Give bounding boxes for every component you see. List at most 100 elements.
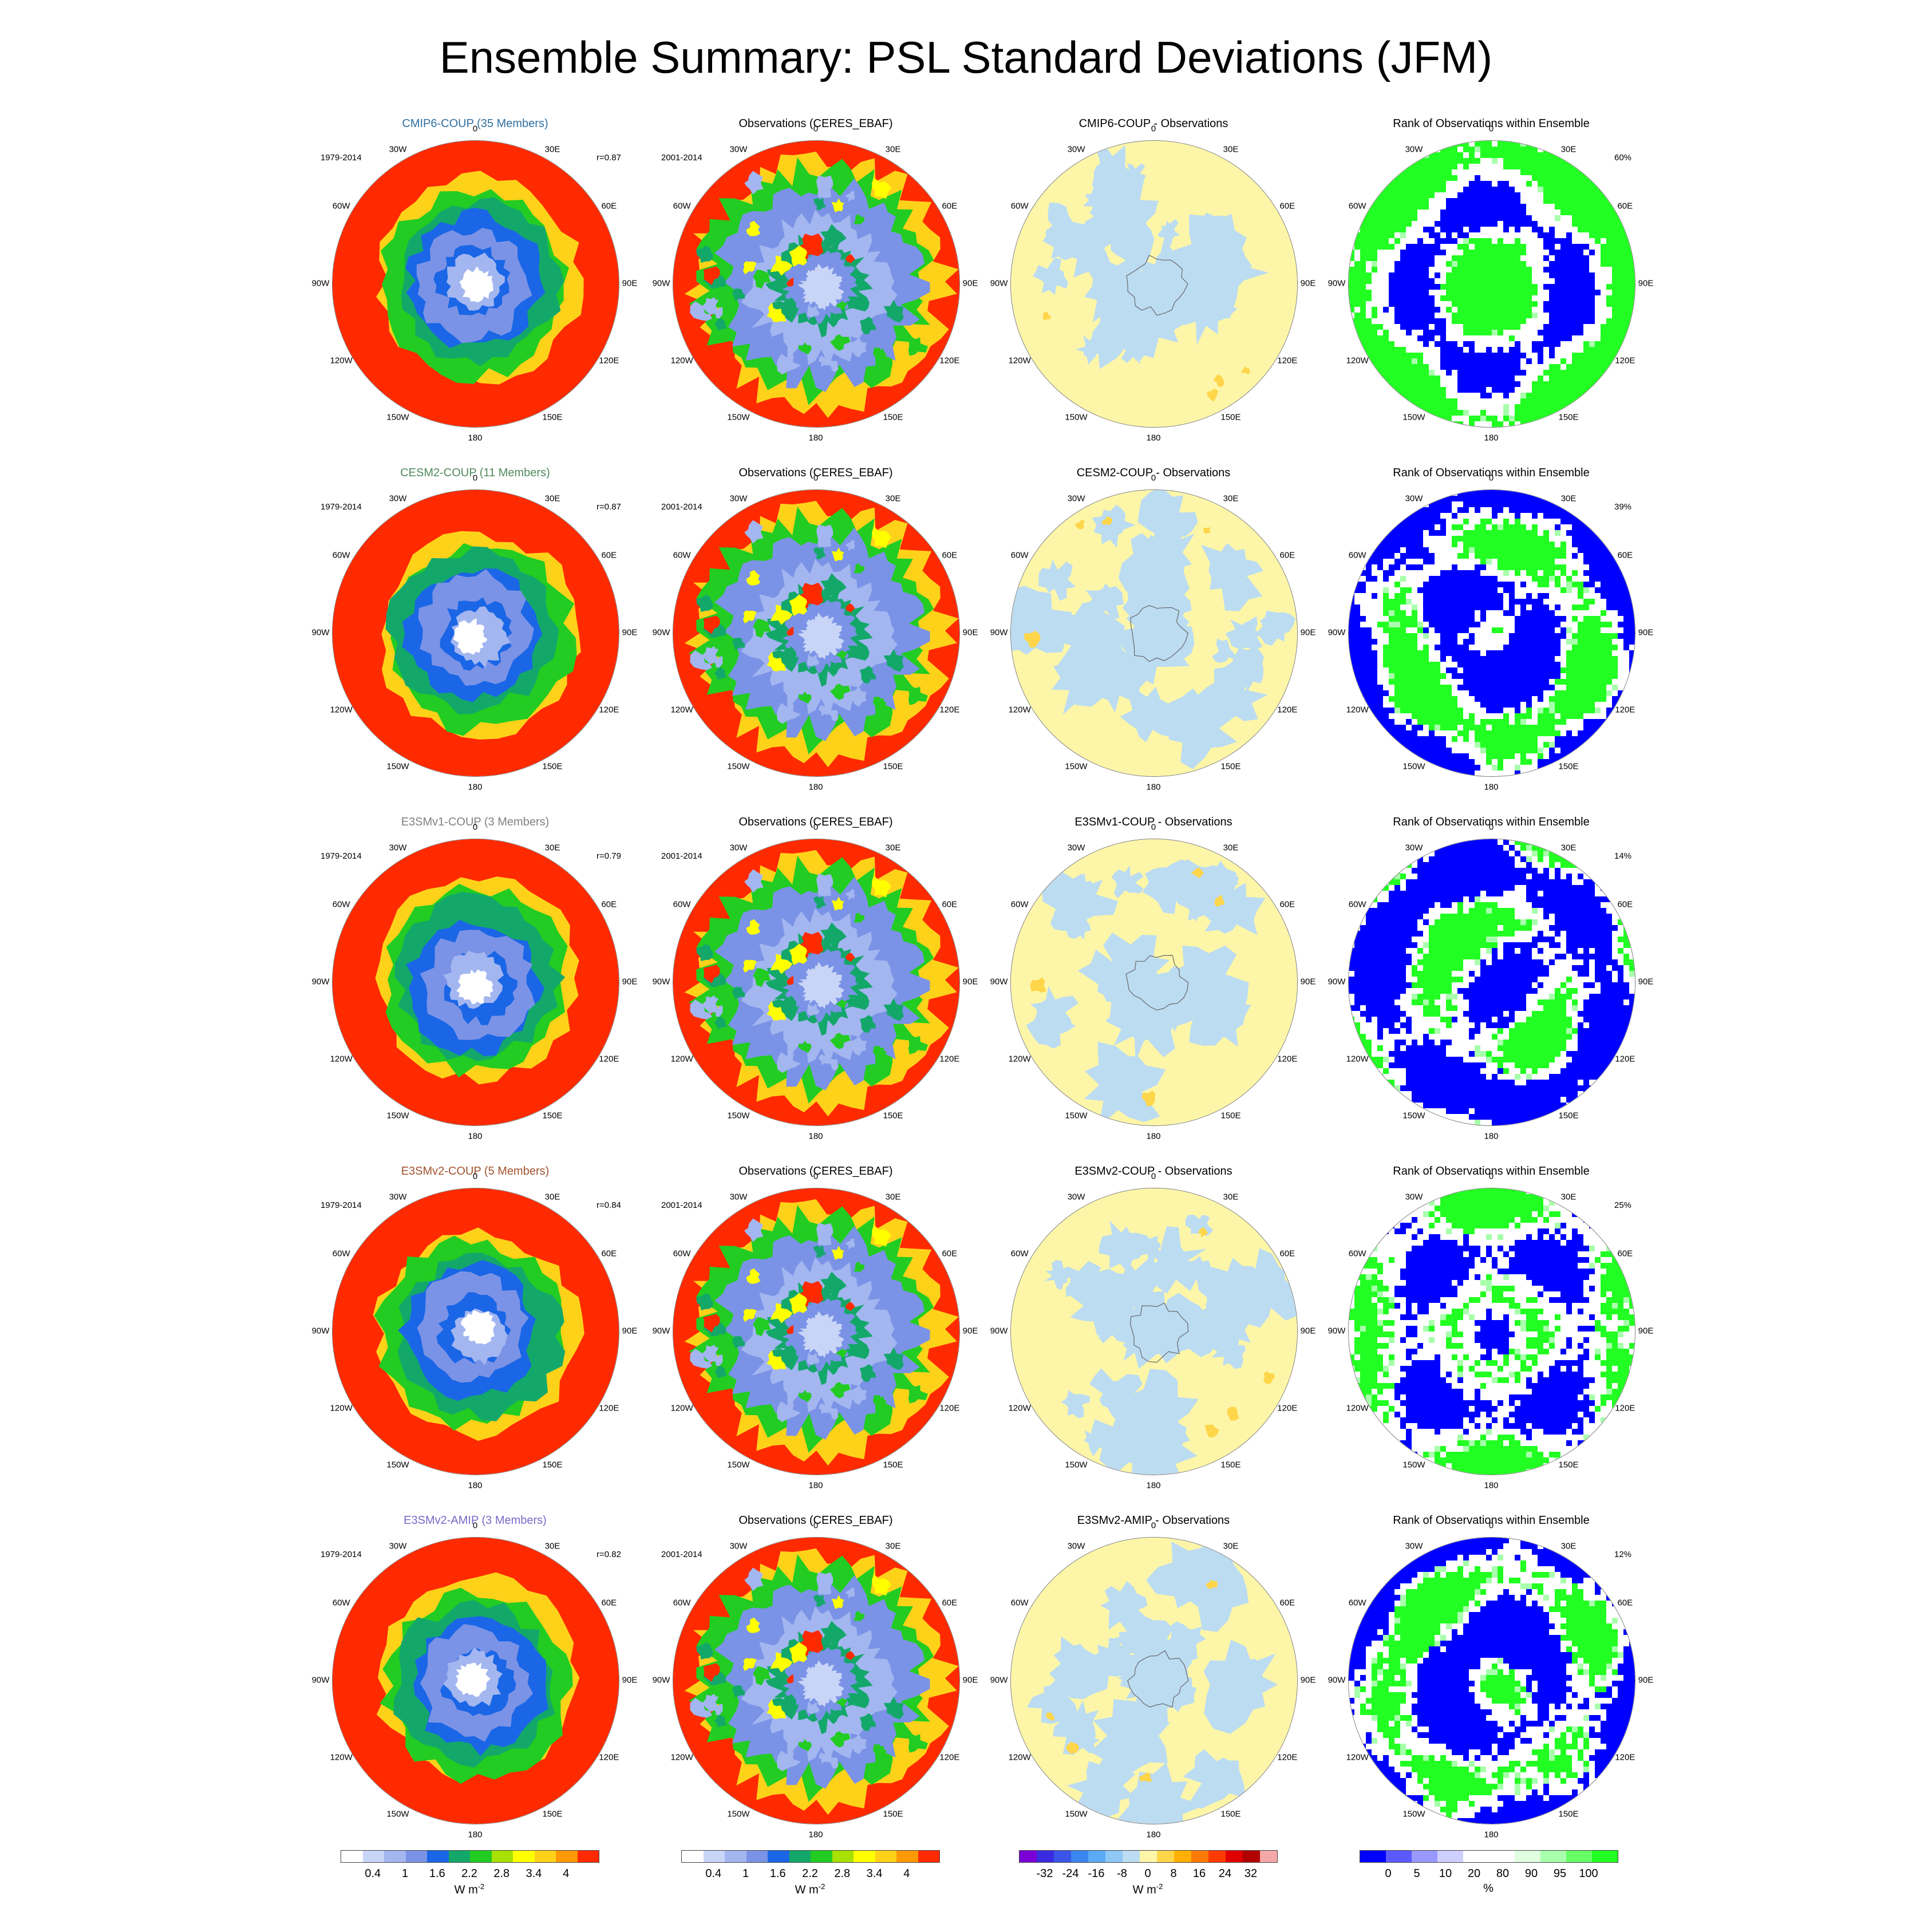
colorbar-swatch <box>682 1851 704 1862</box>
colorbar-tick-label: 95 <box>1553 1867 1567 1880</box>
model-panel-title: E3SMv2-AMIP (3 Members) <box>404 1514 547 1527</box>
longitude-label: 0 <box>1488 822 1494 832</box>
polar-map <box>1010 839 1298 1126</box>
rank-panel-title: Rank of Observations within Ensemble <box>1393 117 1590 130</box>
longitude-label: 150W <box>727 1460 750 1470</box>
colorbar-std-obs <box>681 1850 940 1863</box>
longitude-label: 150E <box>883 1111 903 1121</box>
colorbar-swatch <box>534 1851 556 1862</box>
longitude-label: 0 <box>1488 473 1494 483</box>
longitude-label: 120E <box>599 1752 619 1763</box>
colorbar-swatch <box>384 1851 406 1862</box>
longitude-label: 60W <box>673 1598 691 1608</box>
longitude-label: 180 <box>468 1131 483 1141</box>
years-label: 1979-2014 <box>321 1200 362 1210</box>
longitude-label: 90W <box>311 977 330 987</box>
longitude-label: 180 <box>1484 1131 1499 1141</box>
longitude-label: 180 <box>808 1480 823 1491</box>
longitude-label: 180 <box>1146 1131 1161 1141</box>
longitude-label: 150W <box>386 761 409 772</box>
polar-map <box>673 1188 960 1475</box>
colorbar-swatch <box>448 1851 470 1862</box>
longitude-label: 60E <box>1617 550 1633 560</box>
longitude-label: 120E <box>1277 1054 1298 1064</box>
longitude-label: 90E <box>1638 1326 1654 1336</box>
longitude-label: 0 <box>813 822 819 832</box>
years-label: 1979-2014 <box>321 502 362 512</box>
map-panel: Rank of Observations within Ensemble 0 30E… <box>1328 810 1654 1159</box>
longitude-label: 150E <box>1220 412 1241 422</box>
longitude-label: 90W <box>1327 1675 1346 1685</box>
longitude-label: 0 <box>813 1520 819 1531</box>
longitude-label: 30W <box>1405 1541 1423 1551</box>
longitude-label: 30E <box>885 1192 901 1202</box>
map-panel: Observations (CERES_EBAF) 0 30E 60E 90E 120E 1… <box>653 810 978 1159</box>
figure-title: Ensemble Summary: PSL Standard Deviation… <box>439 32 1493 82</box>
longitude-label: 0 <box>813 473 819 483</box>
colorbar-tick-label: 0 <box>1144 1867 1151 1880</box>
obs-panel-title: Observations (CERES_EBAF) <box>738 467 893 479</box>
longitude-label: 150W <box>1065 761 1088 772</box>
longitude-label: 30E <box>1223 144 1239 155</box>
colorbar-swatch <box>875 1851 896 1862</box>
longitude-label: 30E <box>885 1541 901 1551</box>
longitude-label: 60W <box>673 899 691 910</box>
map-panel: E3SMv1-COUP (3 Members) 0 30E 60E 90E 120E 150… <box>311 810 638 1159</box>
polar-map <box>1348 839 1635 1126</box>
map-panel: Observations (CERES_EBAF) 0 30E 60E 90E 120E 1… <box>653 461 978 810</box>
longitude-label: 90W <box>1327 1326 1346 1336</box>
longitude-label: 120W <box>330 1752 353 1763</box>
diff-panel-title: E3SMv2-COUP - Observations <box>1074 1165 1232 1178</box>
longitude-label: 30E <box>885 493 901 504</box>
longitude-label: 150W <box>727 1809 750 1819</box>
polar-map <box>1348 140 1635 428</box>
longitude-label: 180 <box>468 1830 483 1840</box>
longitude-label: 120W <box>670 355 693 366</box>
colorbar-swatch <box>918 1851 939 1862</box>
longitude-label: 150W <box>1402 412 1425 422</box>
longitude-label: 60W <box>1348 1249 1366 1259</box>
colorbar-swatch <box>1123 1851 1140 1862</box>
longitude-label: 60W <box>1348 550 1366 560</box>
longitude-label: 150W <box>727 1111 750 1121</box>
longitude-label: 90E <box>1300 977 1316 987</box>
longitude-label: 180 <box>468 782 483 792</box>
map-panel: Observations (CERES_EBAF) 0 30E 60E 90E 120E 1… <box>653 1159 978 1508</box>
longitude-label: 0 <box>1488 124 1494 134</box>
longitude-label: 120E <box>599 355 619 366</box>
map-panel: CMIP6-COUP - Observations 0 30E 60E 90E 120E 1… <box>990 112 1316 461</box>
colorbar-tick-label: 3.4 <box>526 1867 542 1880</box>
colorbar-swatch <box>1437 1851 1463 1862</box>
colorbar-tick-label: 5 <box>1413 1867 1420 1880</box>
longitude-label: 120W <box>1008 355 1031 366</box>
colorbar-tick-label: 4 <box>563 1867 570 1880</box>
colorbar-swatch <box>746 1851 768 1862</box>
longitude-label: 90E <box>1300 1326 1316 1336</box>
longitude-label: 120W <box>1346 1403 1369 1413</box>
longitude-label: 0 <box>472 1171 478 1182</box>
longitude-label: 120E <box>1615 1054 1635 1064</box>
longitude-label: 60W <box>1010 201 1029 211</box>
polar-map <box>1348 489 1635 777</box>
longitude-label: 150E <box>542 1111 563 1121</box>
longitude-label: 60E <box>1617 201 1633 211</box>
longitude-label: 120E <box>1277 355 1298 366</box>
colorbar-ticks: 0 5 10 20 80 90 95 100 <box>1360 1867 1617 1881</box>
longitude-label: 90W <box>311 1326 330 1336</box>
longitude-label: 90W <box>652 1675 670 1685</box>
colorbar-swatch <box>1592 1851 1618 1862</box>
longitude-label: 150E <box>883 412 903 422</box>
longitude-label: 90E <box>962 977 978 987</box>
longitude-label: 90E <box>1638 1675 1654 1685</box>
longitude-label: 30E <box>544 1192 560 1202</box>
colorbar-swatch <box>513 1851 535 1862</box>
colorbar-swatch <box>1037 1851 1054 1862</box>
longitude-label: 150W <box>1402 1460 1425 1470</box>
longitude-label: 60E <box>601 550 617 560</box>
colorbar-tick-label: 8 <box>1170 1867 1177 1880</box>
longitude-label: 90E <box>1638 627 1654 638</box>
colorbar-tick-label: 16 <box>1192 1867 1206 1880</box>
map-panel: CESM2-COUP (11 Members) 0 30E 60E 90E 120E 150… <box>312 461 638 810</box>
longitude-label: 30E <box>1560 144 1577 155</box>
colorbar-swatch <box>1566 1851 1592 1862</box>
